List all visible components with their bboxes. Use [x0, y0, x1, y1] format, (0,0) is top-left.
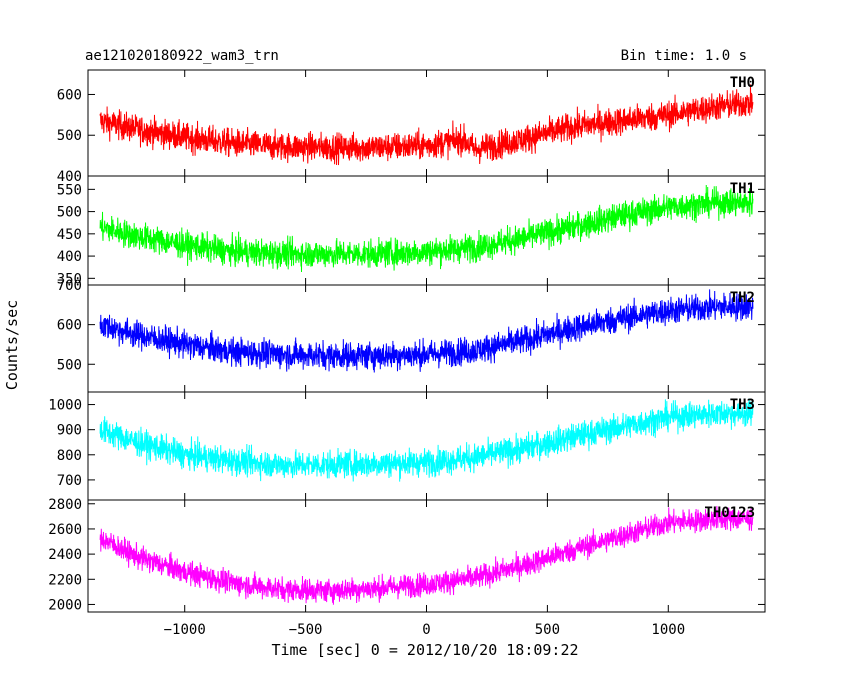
y-tick-label: 700: [57, 278, 82, 294]
x-axis: −1000 −500 0 500 1000: [164, 622, 686, 638]
panel-name: TH2: [730, 290, 755, 306]
series-line-th0: [99, 84, 754, 166]
panel-frame: [87, 391, 766, 501]
bin-time-label: Bin time: 1.0 s: [621, 48, 747, 64]
y-tick-label: 2200: [48, 572, 82, 588]
y-tick-label: 350: [57, 271, 82, 287]
series-line-th0123: [99, 505, 754, 605]
panel-name: TH0: [730, 75, 755, 91]
y-tick-label: 450: [57, 227, 82, 243]
y-tick-label: 500: [57, 205, 82, 221]
chart-title: ae121020180922_wam3_trn: [85, 48, 279, 64]
x-tick-label: −500: [289, 622, 323, 638]
y-tick-label: 2400: [48, 547, 82, 563]
series-line-th2: [99, 289, 754, 373]
panel-frame: [87, 69, 766, 177]
y-tick-label: 600: [57, 318, 82, 334]
panel-th0: 400 500 600 TH0: [57, 69, 766, 185]
y-tick-label: 800: [57, 448, 82, 464]
y-tick-label: 550: [57, 182, 82, 198]
panels-group: 400 500 600 TH0 350 400 450 500 550 TH1 500 600 700 T…: [48, 69, 766, 613]
panel-name: TH0123: [704, 505, 755, 521]
y-axis-label: Counts/sec: [3, 300, 21, 390]
panel-frame: [87, 175, 766, 286]
panel-th0123: 2000 2200 2400 2600 2800 TH0123: [48, 497, 766, 613]
x-tick-label: 1000: [651, 622, 685, 638]
y-tick-label: 1000: [48, 398, 82, 414]
panel-frame: [87, 499, 766, 613]
panel-th3: 700 800 900 1000 TH3: [48, 391, 766, 501]
y-tick-label: 400: [57, 249, 82, 265]
y-tick-label: 2000: [48, 597, 82, 613]
x-tick-label: 500: [535, 622, 560, 638]
y-tick-label: 2800: [48, 497, 82, 513]
panel-th1: 350 400 450 500 550 TH1: [57, 175, 766, 287]
panel-name: TH1: [730, 181, 755, 197]
x-tick-label: 0: [422, 622, 430, 638]
y-tick-label: 700: [57, 473, 82, 489]
y-tick-label: 600: [57, 87, 82, 103]
y-tick-label: 400: [57, 169, 82, 185]
series-line-th1: [99, 185, 754, 273]
series-line-th3: [99, 398, 754, 482]
panel-th2: 500 600 700 TH2: [57, 278, 766, 393]
y-tick-label: 500: [57, 357, 82, 373]
y-tick-label: 900: [57, 423, 82, 439]
panel-name: TH3: [730, 397, 755, 413]
y-tick-label: 2600: [48, 522, 82, 538]
x-axis-label: Time [sec] 0 = 2012/10/20 18:09:22: [271, 641, 578, 659]
x-tick-label: −1000: [164, 622, 206, 638]
y-tick-label: 500: [57, 128, 82, 144]
